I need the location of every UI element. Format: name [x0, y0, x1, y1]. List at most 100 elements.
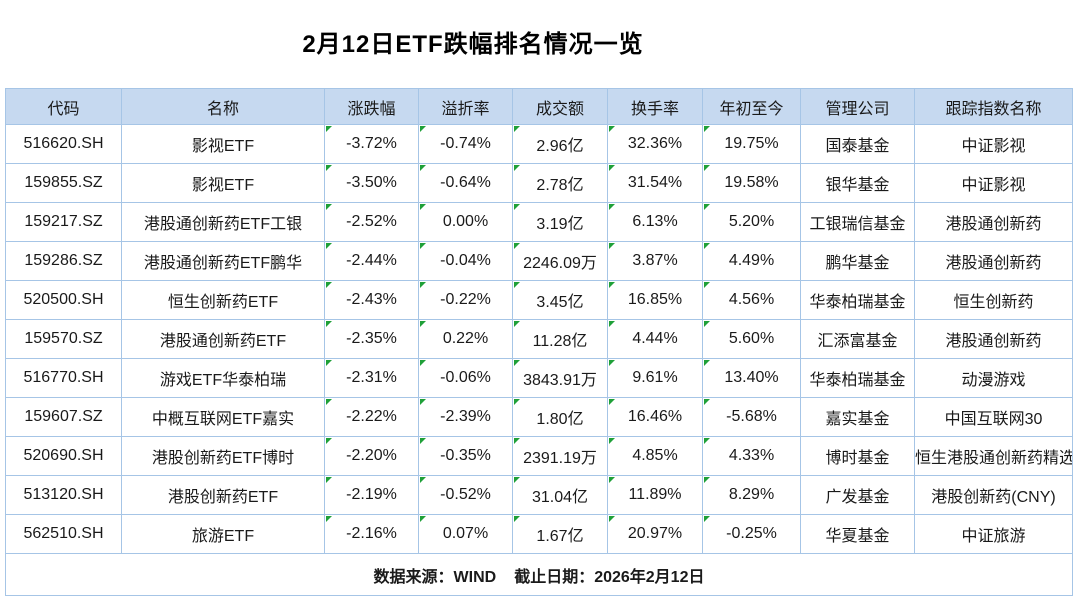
green-corner-indicator-icon [514, 204, 520, 210]
green-corner-indicator-icon [704, 360, 710, 366]
name-cell: 港股创新药ETF [121, 475, 325, 515]
premium-cell: -2.39% [418, 397, 513, 437]
green-corner-indicator-icon [514, 126, 520, 132]
table-row: 159570.SZ 港股通创新药ETF -2.35% 0.22% 11.28亿 4.44%… [5, 319, 1073, 359]
company-cell: 鹏华基金 [800, 241, 915, 281]
turnover-cell: 2391.19万 [512, 436, 608, 476]
footer-row: 数据来源：WIND 截止日期：2026年2月12日 [5, 553, 1073, 596]
turnover-rate-cell: 31.54% [607, 163, 703, 203]
green-corner-indicator-icon [514, 360, 520, 366]
code-cell: 520690.SH [5, 436, 122, 476]
green-corner-indicator-icon [609, 165, 615, 171]
table-row: 159286.SZ 港股通创新药ETF鹏华 -2.44% -0.04% 2246.09万… [5, 241, 1073, 281]
column-header-turnover-rate: 换手率 [607, 88, 703, 125]
table-row: 520500.SH 恒生创新药ETF -2.43% -0.22% 3.45亿 16.85%… [5, 280, 1073, 320]
green-corner-indicator-icon [609, 321, 615, 327]
green-corner-indicator-icon [326, 282, 332, 288]
green-corner-indicator-icon [704, 282, 710, 288]
change-cell: -2.44% [324, 241, 419, 281]
change-cell: -2.22% [324, 397, 419, 437]
premium-cell: -0.35% [418, 436, 513, 476]
index-cell: 港股通创新药 [914, 202, 1073, 242]
green-corner-indicator-icon [420, 477, 426, 483]
green-corner-indicator-icon [609, 126, 615, 132]
premium-cell: 0.07% [418, 514, 513, 554]
name-cell: 港股通创新药ETF [121, 319, 325, 359]
code-cell: 159286.SZ [5, 241, 122, 281]
turnover-cell: 3843.91万 [512, 358, 608, 398]
ytd-cell: 4.49% [702, 241, 801, 281]
green-corner-indicator-icon [326, 477, 332, 483]
ytd-cell: 5.60% [702, 319, 801, 359]
name-cell: 港股创新药ETF博时 [121, 436, 325, 476]
green-corner-indicator-icon [704, 204, 710, 210]
turnover-cell: 3.45亿 [512, 280, 608, 320]
turnover-rate-cell: 3.87% [607, 241, 703, 281]
header-row: 代码 名称 涨跌幅 溢折率 成交额 换手率 年初至今 管理公司 跟踪指数名称 [5, 88, 1073, 125]
green-corner-indicator-icon [420, 516, 426, 522]
column-header-turnover: 成交额 [512, 88, 608, 125]
green-corner-indicator-icon [609, 438, 615, 444]
code-cell: 159607.SZ [5, 397, 122, 437]
code-cell: 513120.SH [5, 475, 122, 515]
ytd-cell: 19.75% [702, 124, 801, 164]
premium-cell: -0.04% [418, 241, 513, 281]
code-cell: 159570.SZ [5, 319, 122, 359]
index-cell: 中证影视 [914, 124, 1073, 164]
green-corner-indicator-icon [420, 243, 426, 249]
green-corner-indicator-icon [514, 165, 520, 171]
green-corner-indicator-icon [514, 282, 520, 288]
green-corner-indicator-icon [704, 126, 710, 132]
table-row: 159607.SZ 中概互联网ETF嘉实 -2.22% -2.39% 1.80亿 16.4… [5, 397, 1073, 437]
green-corner-indicator-icon [514, 399, 520, 405]
column-header-company: 管理公司 [800, 88, 915, 125]
page-title: 2月12日ETF跌幅排名情况一览 [302, 31, 644, 58]
ytd-cell: 4.56% [702, 280, 801, 320]
ytd-cell: 19.58% [702, 163, 801, 203]
company-cell: 国泰基金 [800, 124, 915, 164]
green-corner-indicator-icon [609, 243, 615, 249]
turnover-rate-cell: 4.85% [607, 436, 703, 476]
green-corner-indicator-icon [704, 165, 710, 171]
premium-cell: 0.00% [418, 202, 513, 242]
turnover-cell: 2.78亿 [512, 163, 608, 203]
company-cell: 汇添富基金 [800, 319, 915, 359]
premium-cell: -0.64% [418, 163, 513, 203]
table-row: 562510.SH 旅游ETF -2.16% 0.07% 1.67亿 20.97% -0.2… [5, 514, 1073, 554]
company-cell: 广发基金 [800, 475, 915, 515]
index-cell: 中证旅游 [914, 514, 1073, 554]
company-cell: 博时基金 [800, 436, 915, 476]
name-cell: 游戏ETF华泰柏瑞 [121, 358, 325, 398]
green-corner-indicator-icon [326, 360, 332, 366]
ytd-cell: 13.40% [702, 358, 801, 398]
code-cell: 159217.SZ [5, 202, 122, 242]
deadline-label: 截止日期：2026年2月12日 [514, 568, 705, 586]
code-cell: 520500.SH [5, 280, 122, 320]
turnover-rate-cell: 11.89% [607, 475, 703, 515]
change-cell: -2.16% [324, 514, 419, 554]
table-row: 520690.SH 港股创新药ETF博时 -2.20% -0.35% 2391.19万 4… [5, 436, 1073, 476]
column-header-premium: 溢折率 [418, 88, 513, 125]
index-cell: 港股创新药(CNY) [914, 475, 1073, 515]
turnover-rate-cell: 20.97% [607, 514, 703, 554]
green-corner-indicator-icon [704, 321, 710, 327]
premium-cell: -0.22% [418, 280, 513, 320]
turnover-cell: 11.28亿 [512, 319, 608, 359]
index-cell: 港股通创新药 [914, 241, 1073, 281]
green-corner-indicator-icon [514, 516, 520, 522]
turnover-rate-cell: 16.85% [607, 280, 703, 320]
green-corner-indicator-icon [326, 438, 332, 444]
green-corner-indicator-icon [326, 126, 332, 132]
column-header-ytd: 年初至今 [702, 88, 801, 125]
turnover-cell: 2246.09万 [512, 241, 608, 281]
change-cell: -2.19% [324, 475, 419, 515]
turnover-cell: 3.19亿 [512, 202, 608, 242]
green-corner-indicator-icon [704, 243, 710, 249]
name-cell: 港股通创新药ETF鹏华 [121, 241, 325, 281]
premium-cell: -0.06% [418, 358, 513, 398]
green-corner-indicator-icon [326, 321, 332, 327]
green-corner-indicator-icon [326, 399, 332, 405]
company-cell: 华泰柏瑞基金 [800, 280, 915, 320]
company-cell: 工银瑞信基金 [800, 202, 915, 242]
